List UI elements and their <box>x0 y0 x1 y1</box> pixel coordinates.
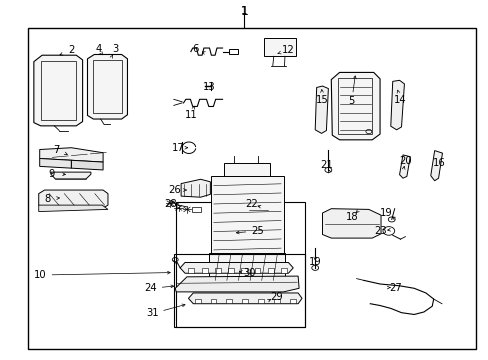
Text: 3: 3 <box>112 44 118 54</box>
Text: 18: 18 <box>345 212 357 221</box>
Bar <box>241 268 247 273</box>
Bar <box>228 49 237 54</box>
Polygon shape <box>209 282 285 289</box>
Polygon shape <box>51 172 91 179</box>
Polygon shape <box>181 179 210 197</box>
Bar <box>264 38 295 56</box>
Text: 11: 11 <box>184 111 197 121</box>
Text: 29: 29 <box>269 292 282 302</box>
Text: 19: 19 <box>308 257 321 267</box>
Polygon shape <box>222 231 238 237</box>
Polygon shape <box>180 262 293 273</box>
Bar <box>228 268 233 273</box>
Polygon shape <box>322 209 380 238</box>
Bar <box>281 268 286 273</box>
Polygon shape <box>188 293 302 304</box>
Bar <box>254 268 260 273</box>
Text: 16: 16 <box>432 158 445 168</box>
Text: 6: 6 <box>192 44 199 54</box>
Polygon shape <box>39 205 108 212</box>
Polygon shape <box>87 54 127 119</box>
Text: 1: 1 <box>241 6 247 17</box>
Text: 21: 21 <box>319 160 332 170</box>
Polygon shape <box>175 276 299 292</box>
Bar <box>176 202 305 327</box>
Bar <box>214 268 220 273</box>
Bar <box>201 268 207 273</box>
Text: 10: 10 <box>34 270 47 280</box>
Text: 4: 4 <box>95 44 101 54</box>
Bar <box>27 28 475 348</box>
Text: 19: 19 <box>379 208 391 218</box>
Polygon shape <box>390 80 404 130</box>
Text: 2: 2 <box>68 45 75 55</box>
Polygon shape <box>71 160 103 170</box>
Bar <box>258 299 264 303</box>
Polygon shape <box>399 155 409 178</box>
Text: 8: 8 <box>44 194 50 204</box>
Bar <box>223 163 269 176</box>
Bar <box>173 253 305 327</box>
Bar <box>191 207 200 212</box>
Text: 28: 28 <box>164 199 176 210</box>
Bar <box>226 299 232 303</box>
Bar <box>188 268 194 273</box>
Polygon shape <box>315 86 328 134</box>
Text: 23: 23 <box>373 226 386 236</box>
Polygon shape <box>430 150 442 181</box>
Text: 12: 12 <box>282 45 294 55</box>
Bar <box>210 299 216 303</box>
Polygon shape <box>34 55 82 126</box>
Text: 7: 7 <box>54 144 60 154</box>
Polygon shape <box>249 202 268 219</box>
Text: 13: 13 <box>203 82 215 92</box>
Text: 15: 15 <box>316 95 328 105</box>
Bar <box>289 299 295 303</box>
Text: 24: 24 <box>144 283 157 293</box>
Text: 14: 14 <box>393 95 406 105</box>
Text: 27: 27 <box>388 283 401 293</box>
Text: 31: 31 <box>146 309 159 318</box>
Bar <box>211 176 283 253</box>
Text: 22: 22 <box>244 199 257 210</box>
Text: 26: 26 <box>167 185 180 195</box>
Bar <box>267 268 273 273</box>
Text: 30: 30 <box>243 268 255 278</box>
Polygon shape <box>330 72 379 140</box>
Bar <box>273 299 279 303</box>
Polygon shape <box>40 148 103 162</box>
Polygon shape <box>39 190 108 209</box>
Bar <box>194 299 200 303</box>
Text: 9: 9 <box>49 168 55 179</box>
Text: 17: 17 <box>171 143 184 153</box>
Text: 5: 5 <box>348 96 354 106</box>
Bar <box>242 299 247 303</box>
Polygon shape <box>40 158 71 168</box>
Text: 1: 1 <box>240 5 248 18</box>
Text: 25: 25 <box>250 226 263 236</box>
Bar <box>209 253 285 282</box>
Text: 20: 20 <box>398 156 411 166</box>
